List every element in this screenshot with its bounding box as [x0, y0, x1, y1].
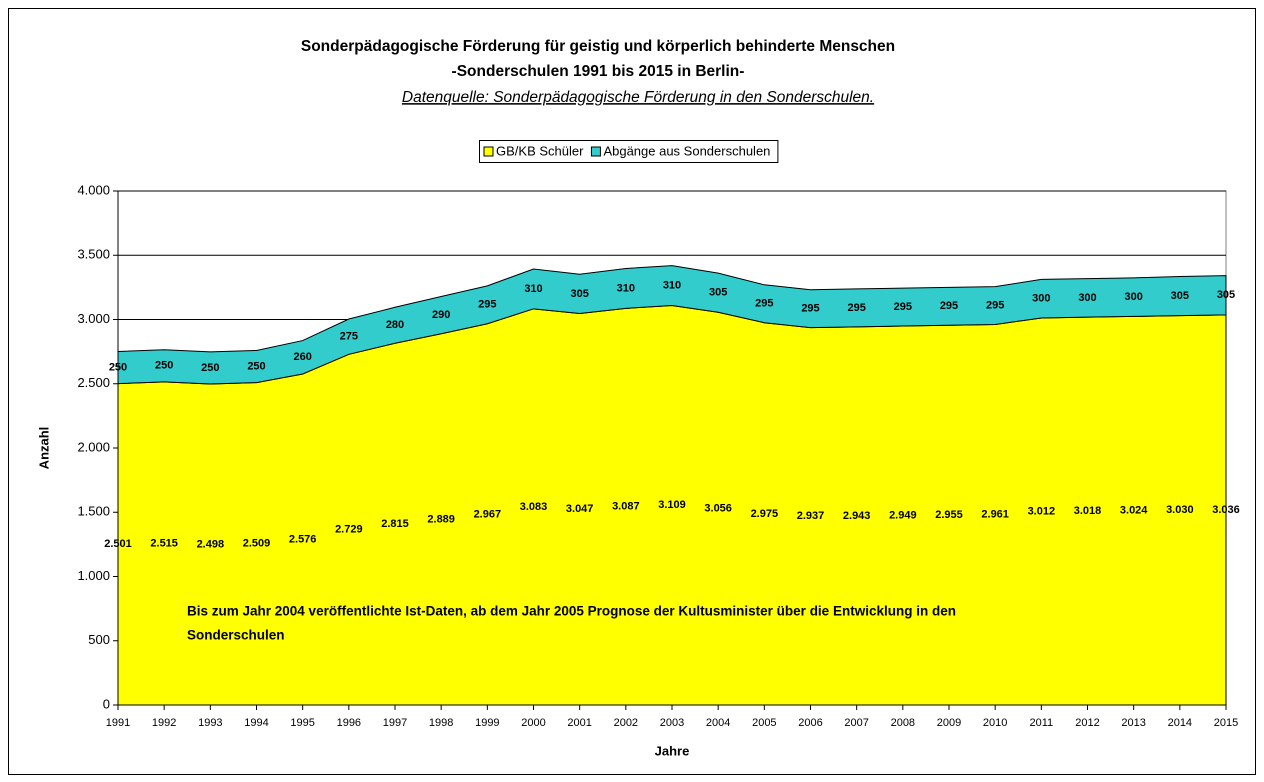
x-tick-label: 2006: [798, 717, 822, 729]
x-tick-label: 2015: [1214, 717, 1238, 729]
x-tick-label: 2007: [844, 717, 868, 729]
y-tick-label: 2.500: [77, 375, 110, 390]
x-tick-label: 2000: [521, 717, 545, 729]
data-label: 295: [478, 299, 496, 311]
data-label: 3.012: [1028, 505, 1056, 517]
x-tick-label: 1998: [429, 717, 453, 729]
legend: [479, 140, 779, 163]
data-label: 310: [663, 279, 681, 291]
x-tick-label: 2010: [983, 717, 1007, 729]
y-tick-label: 500: [88, 632, 110, 647]
data-label: 295: [940, 300, 958, 312]
data-label: 290: [432, 309, 450, 321]
data-label: 295: [801, 303, 819, 315]
legend-swatch: [590, 146, 601, 157]
data-label: 3.024: [1120, 505, 1148, 517]
x-tick-label: 1993: [198, 717, 222, 729]
data-label: 2.889: [427, 513, 455, 525]
chart-title: Sonderpädagogische Förderung für geistig…: [301, 38, 895, 55]
area: [117, 265, 1227, 385]
y-axis-label: Anzahl: [36, 427, 51, 470]
x-tick-label: 1994: [244, 717, 268, 729]
data-label: 300: [1032, 293, 1050, 305]
data-label: 300: [1078, 292, 1096, 304]
x-tick-label: 2012: [1075, 717, 1099, 729]
data-label: 3.087: [612, 501, 640, 513]
chart-subtitle: Datenquelle: Sonderpädagogische Förderun…: [402, 89, 874, 106]
annotation: Sonderschulen: [187, 628, 285, 643]
x-tick-label: 1995: [290, 717, 314, 729]
x-tick-label: 2005: [752, 717, 776, 729]
x-tick-label: 2013: [1121, 717, 1145, 729]
y-tick-label: 0: [103, 696, 110, 711]
x-tick-label: 2009: [937, 717, 961, 729]
y-tick-label: 2.000: [77, 439, 110, 454]
data-label: 280: [386, 319, 404, 331]
data-label: 275: [340, 331, 358, 343]
x-tick-label: 2001: [567, 717, 591, 729]
data-label: 295: [986, 299, 1004, 311]
data-label: 2.949: [889, 509, 917, 521]
data-label: 2.955: [935, 509, 963, 521]
data-label: 3.030: [1166, 504, 1194, 516]
data-label: 300: [1124, 291, 1142, 303]
x-tick-label: 1992: [152, 717, 176, 729]
x-tick-label: 1991: [106, 717, 130, 729]
y-tick-label: 1.500: [77, 504, 110, 519]
legend-label: GB/KB Schüler: [496, 143, 584, 158]
data-label: 250: [201, 362, 219, 374]
data-label: 295: [755, 298, 773, 310]
x-axis-label: Jahre: [655, 743, 690, 758]
data-label: 305: [1217, 289, 1235, 301]
data-label: 2.509: [243, 538, 271, 550]
data-label: 2.815: [381, 518, 409, 530]
x-tick-label: 1997: [383, 717, 407, 729]
data-label: 2.498: [197, 538, 225, 550]
x-tick-label: 1996: [337, 717, 361, 729]
data-label: 2.937: [797, 510, 825, 522]
data-label: 260: [293, 351, 311, 363]
y-tick-label: 4.000: [77, 182, 110, 197]
annotation: Bis zum Jahr 2004 veröffentlichte Ist-Da…: [187, 604, 956, 619]
y-tick-label: 3.000: [77, 311, 110, 326]
chart-title: -Sonderschulen 1991 bis 2015 in Berlin-: [452, 63, 745, 80]
data-label: 295: [894, 301, 912, 313]
data-label: 250: [155, 360, 173, 372]
x-tick-label: 1999: [475, 717, 499, 729]
data-label: 250: [247, 360, 265, 372]
data-label: 2.576: [289, 533, 317, 545]
legend-label: Abgänge aus Sonderschulen: [603, 143, 770, 158]
y-tick-label: 3.500: [77, 247, 110, 262]
data-label: 3.036: [1212, 504, 1240, 516]
x-tick-label: 2014: [1168, 717, 1192, 729]
data-label: 305: [570, 288, 588, 300]
data-label: 310: [524, 283, 542, 295]
legend-swatch: [483, 146, 494, 157]
y-tick-label: 1.000: [77, 568, 110, 583]
x-tick-label: 2004: [706, 717, 730, 729]
data-label: 3.047: [566, 503, 594, 515]
x-tick-label: 2003: [660, 717, 684, 729]
data-label: 2.967: [474, 508, 502, 520]
data-label: 3.056: [704, 503, 732, 515]
x-tick-label: 2008: [891, 717, 915, 729]
data-label: 2.961: [981, 509, 1009, 521]
data-label: 3.083: [520, 501, 548, 513]
data-label: 2.729: [335, 524, 363, 536]
data-label: 2.515: [150, 537, 178, 549]
data-label: 2.943: [843, 510, 871, 522]
x-tick-label: 2002: [614, 717, 638, 729]
data-label: 295: [847, 302, 865, 314]
data-label: 305: [709, 287, 727, 299]
data-label: 305: [1171, 290, 1189, 302]
x-tick-label: 2011: [1030, 717, 1054, 729]
data-label: 3.109: [658, 499, 686, 511]
data-label: 3.018: [1074, 505, 1102, 517]
data-label: 2.975: [751, 508, 779, 520]
data-label: 310: [617, 282, 635, 294]
